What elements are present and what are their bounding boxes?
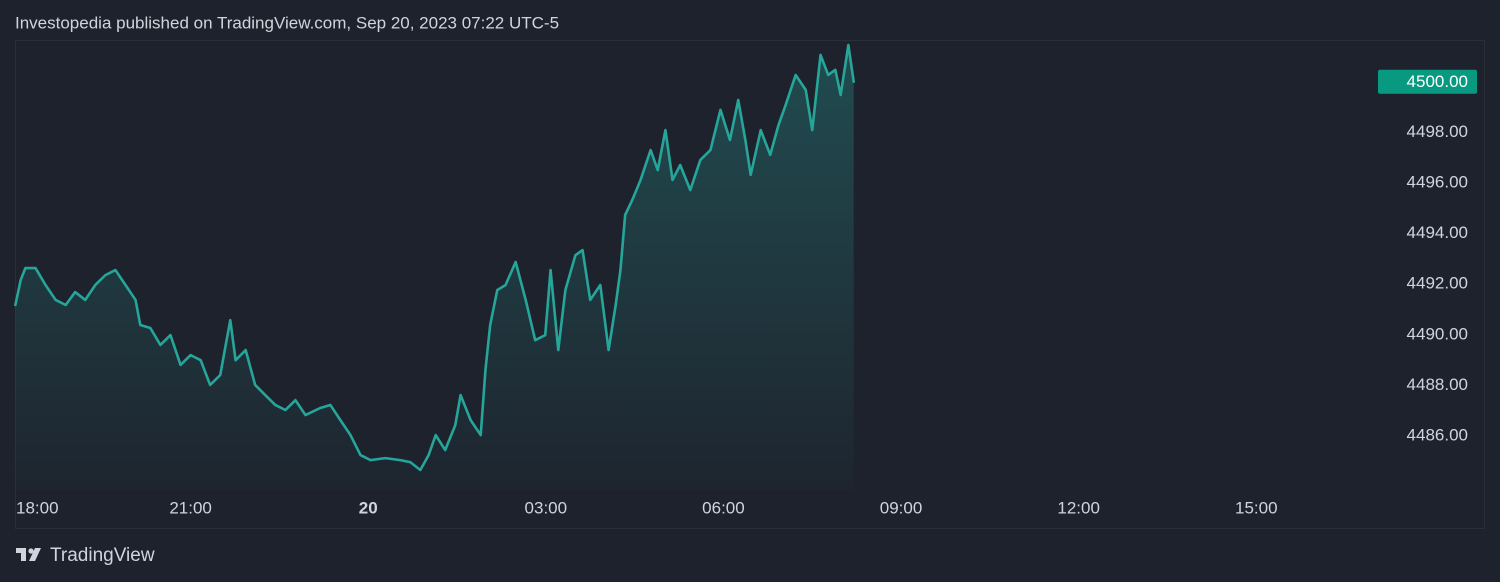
y-tick-label: 4496.00 [1407,172,1468,191]
brand-logo [16,548,41,561]
y-tick-label: 4490.00 [1407,324,1468,343]
chart-frame [15,40,1485,529]
x-tick-label: 12:00 [1057,498,1100,517]
x-tick-label: 18:00 [16,498,59,517]
price-line [14,43,855,472]
y-tick-label: 4488.00 [1407,375,1468,394]
last-price-box [1378,69,1477,94]
x-tick-label: 03:00 [525,498,568,517]
plot: 4486.00 4488.00 4490.00 4492.00 4494.00 4496.… [14,43,1477,517]
y-tick-label: 4492.00 [1407,274,1468,293]
header-title: Investopedia published on TradingView.co… [15,13,559,32]
brand-name: TradingView [50,545,155,566]
x-tick-label: 20 [359,498,378,517]
last-price-label: 4500.00 [1407,72,1468,91]
y-tick-label: 4486.00 [1407,426,1468,445]
x-tick-label: 15:00 [1235,498,1278,517]
y-tick-label: 4494.00 [1407,223,1468,242]
x-tick-label: 06:00 [702,498,745,517]
area-fill [15,45,854,491]
x-tick-label: 21:00 [169,498,212,517]
x-tick-label: 09:00 [880,498,923,517]
y-tick-label: 4498.00 [1407,122,1468,141]
